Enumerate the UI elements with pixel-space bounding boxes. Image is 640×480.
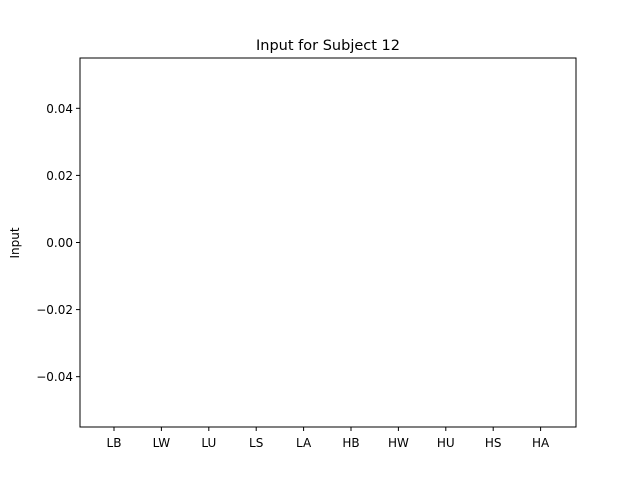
x-tick-label: LU (201, 436, 216, 450)
y-tick-label: 0.02 (46, 169, 73, 183)
y-axis-ticks: 0.04 0.02 0.00 −0.02 −0.04 (36, 102, 80, 384)
x-axis-ticks: LB LW LU LS LA HB HW HU HS HA (107, 427, 550, 450)
x-tick-label: HA (532, 436, 550, 450)
x-tick-label: LA (296, 436, 312, 450)
x-tick-label: LB (107, 436, 122, 450)
x-tick-label: LS (249, 436, 263, 450)
x-tick-label: HW (388, 436, 409, 450)
chart-title: Input for Subject 12 (256, 38, 400, 54)
y-axis-label: Input (8, 227, 22, 258)
x-tick-label: LW (153, 436, 171, 450)
plot-frame (79, 57, 577, 428)
y-tick-label: 0.04 (46, 102, 73, 116)
y-tick-label: 0.00 (46, 236, 73, 250)
y-tick-label: −0.04 (36, 370, 73, 384)
x-tick-label: HS (485, 436, 502, 450)
x-tick-label: HB (342, 436, 359, 450)
x-tick-label: HU (437, 436, 455, 450)
y-tick-label: −0.02 (36, 303, 73, 317)
